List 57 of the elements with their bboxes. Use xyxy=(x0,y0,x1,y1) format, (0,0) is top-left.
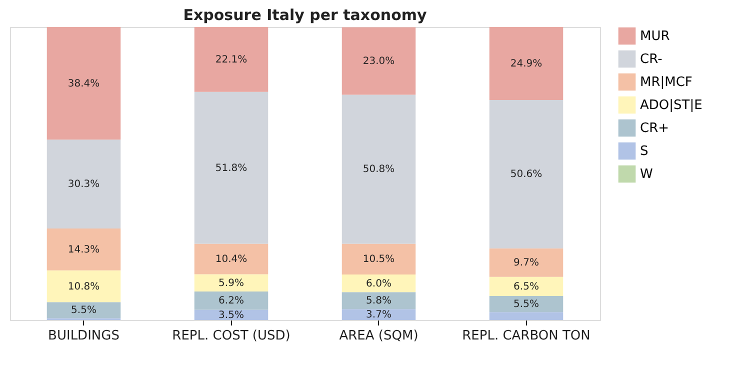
data-label: 5.9% xyxy=(218,278,244,289)
data-label: 5.5% xyxy=(514,299,539,310)
data-label: 6.0% xyxy=(366,278,392,290)
x-tick-label: AREA (SQM) xyxy=(339,328,418,344)
bar xyxy=(194,92,268,244)
bar xyxy=(46,270,121,302)
bar xyxy=(342,27,416,95)
bar xyxy=(194,27,268,92)
bar xyxy=(489,276,564,296)
legend-label: CR- xyxy=(640,52,663,67)
bar xyxy=(342,94,416,244)
legend-label: S xyxy=(640,144,648,159)
legend-label: ADO|ST|E xyxy=(640,98,702,113)
data-label: 5.5% xyxy=(71,305,96,316)
data-label: 30.3% xyxy=(68,179,100,190)
bar xyxy=(489,296,564,312)
data-label: 9.7% xyxy=(514,258,539,269)
bar xyxy=(194,310,268,320)
data-label: 3.7% xyxy=(366,310,392,321)
data-label: 10.8% xyxy=(68,281,100,292)
bar xyxy=(46,302,121,318)
bar xyxy=(46,27,121,140)
legend-label: CR+ xyxy=(640,121,670,136)
x-tick-label: REPL. CARBON TON xyxy=(462,328,590,344)
bar xyxy=(489,27,564,100)
bar xyxy=(46,140,121,228)
data-label: 6.2% xyxy=(218,296,244,307)
bar xyxy=(194,244,268,274)
data-label: 6.5% xyxy=(514,281,539,292)
bar xyxy=(342,244,416,275)
data-label: 38.4% xyxy=(68,78,100,90)
legend-label: W xyxy=(640,167,653,182)
bar xyxy=(489,312,564,320)
bar xyxy=(342,309,416,320)
data-label: 50.6% xyxy=(510,169,542,180)
data-label: 23.0% xyxy=(362,56,395,68)
bar xyxy=(489,248,564,277)
data-label: 5.8% xyxy=(366,296,392,307)
bar xyxy=(194,274,268,292)
data-label: 3.5% xyxy=(218,310,244,321)
legend-label: MUR xyxy=(640,29,670,44)
chart-title: Exposure Italy per taxonomy xyxy=(183,6,428,24)
data-label: 24.9% xyxy=(510,58,542,70)
data-label: 51.8% xyxy=(215,162,248,174)
data-label: 50.8% xyxy=(362,164,395,176)
x-tick-label: BUILDINGS xyxy=(48,328,120,344)
data-label: 10.4% xyxy=(215,254,248,265)
bar xyxy=(194,292,268,310)
bar xyxy=(489,100,564,248)
data-label: 22.1% xyxy=(215,54,248,66)
bar xyxy=(342,292,416,310)
data-label: 10.5% xyxy=(362,254,395,266)
data-label: 14.3% xyxy=(68,244,100,256)
bar xyxy=(46,228,121,270)
bar xyxy=(342,274,416,292)
x-tick-label: REPL. COST (USD) xyxy=(172,328,290,344)
legend-label: MR|MCF xyxy=(640,75,692,90)
